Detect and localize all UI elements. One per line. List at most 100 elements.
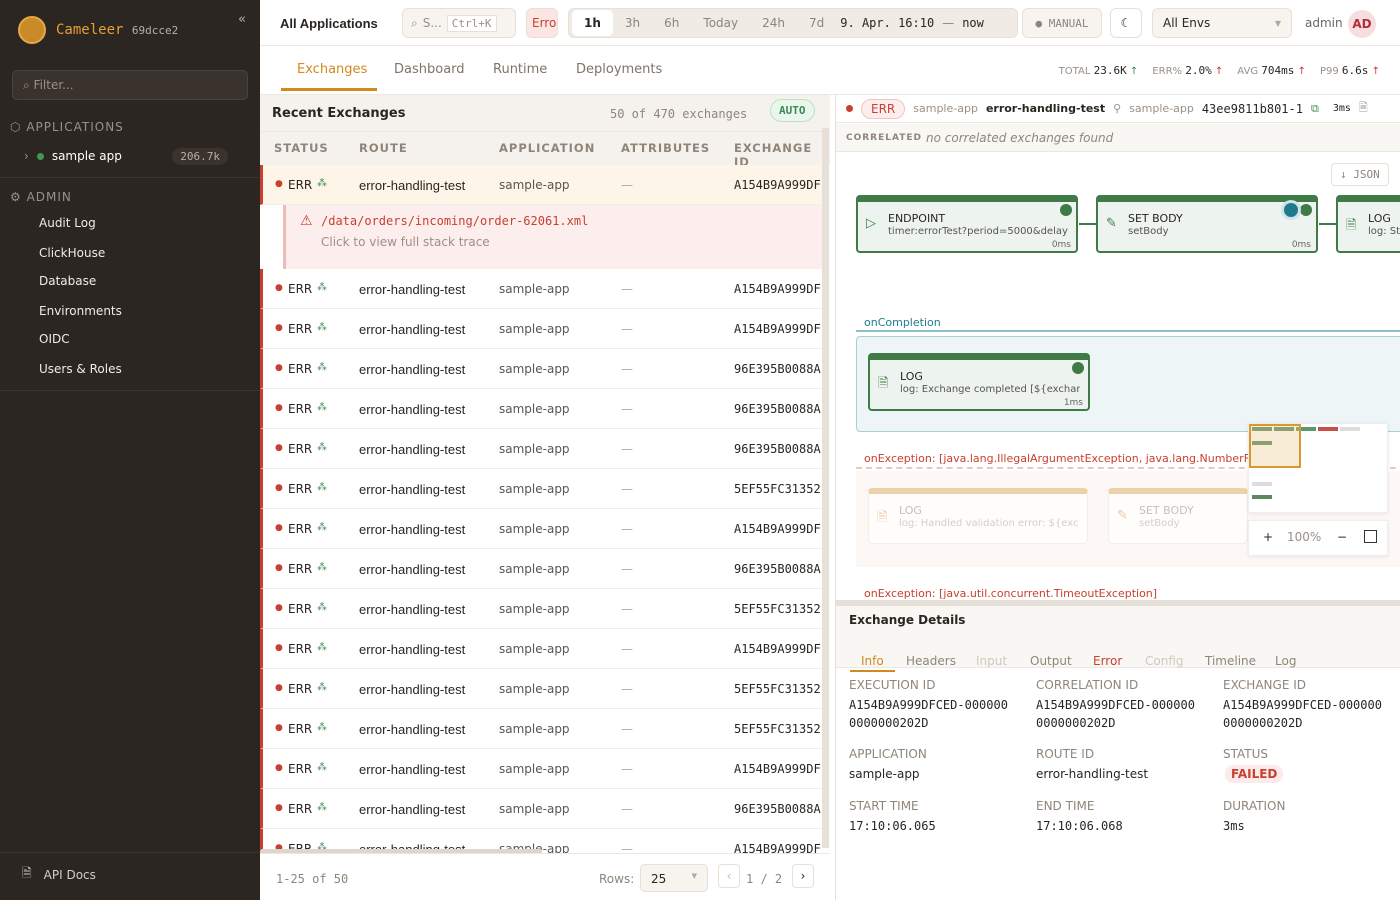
range-3h[interactable]: 3h: [624, 16, 641, 30]
environment-select[interactable]: All Envs ▼: [1152, 8, 1292, 38]
app-name[interactable]: sample-app: [913, 102, 978, 115]
table-row[interactable]: ● ERR ⁂ error-handling-test sample-app —…: [260, 389, 825, 429]
sidebar-item-oidc[interactable]: OIDC: [39, 332, 70, 346]
sidebar-item-database[interactable]: Database: [39, 274, 97, 288]
copy-icon[interactable]: ⧉: [1310, 101, 1319, 115]
row-exchange-id: A154B9A999DF: [734, 642, 821, 656]
theme-toggle-button[interactable]: ☾: [1110, 8, 1142, 38]
minimap[interactable]: [1248, 423, 1388, 513]
node-set-body[interactable]: ✎ SET BODY setBody 0ms: [1096, 195, 1318, 253]
table-row[interactable]: ● ERR ⁂ error-handling-test sample-app —…: [260, 269, 825, 309]
tab-log[interactable]: Log: [1275, 654, 1297, 668]
prev-page-button[interactable]: ‹: [718, 864, 740, 888]
horizontal-scrollbar[interactable]: [260, 849, 542, 854]
table-row[interactable]: ● ERR ⁂ error-handling-test sample-app —…: [260, 309, 825, 349]
table-row[interactable]: ● ERR ⁂ error-handling-test sample-app —…: [260, 165, 825, 205]
zoom-in-button[interactable]: +: [1263, 530, 1274, 544]
table-row[interactable]: ● ERR ⁂ error-handling-test sample-app —…: [260, 789, 825, 829]
row-exchange-id: 96E395B0088A: [734, 562, 821, 576]
col-status[interactable]: STATUS: [274, 141, 329, 155]
col-attributes[interactable]: ATTRIBUTES: [621, 141, 711, 155]
range-start[interactable]: 9. Apr. 16:10: [840, 16, 935, 30]
error-summary[interactable]: ⚠ /data/orders/incoming/order-62061.xml …: [283, 205, 828, 269]
sidebar-item-audit-log[interactable]: Audit Log: [39, 216, 96, 230]
table-row[interactable]: ● ERR ⁂ error-handling-test sample-app —…: [260, 549, 825, 589]
stack-trace-hint[interactable]: Click to view full stack trace: [321, 235, 490, 249]
col-application[interactable]: APPLICATION: [499, 141, 596, 155]
tab-exchanges[interactable]: Exchanges: [297, 62, 368, 77]
table-row[interactable]: ● ERR ⁂ error-handling-test sample-app —…: [260, 749, 825, 789]
error-dot-icon: ●: [275, 563, 283, 573]
api-docs-link[interactable]: 🗎 API Docs: [22, 864, 96, 885]
route-name[interactable]: error-handling-test: [985, 102, 1106, 115]
range-1h[interactable]: 1h: [572, 10, 613, 36]
collapse-sidebar-button[interactable]: «: [238, 12, 246, 27]
admin-section[interactable]: ⚙ ADMIN: [10, 190, 72, 204]
zoom-out-button[interactable]: −: [1337, 530, 1348, 544]
node-completion-log[interactable]: 🗎 LOG log: Exchange completed [${exchan 1ms: [868, 353, 1090, 411]
table-row[interactable]: ● ERR ⁂ error-handling-test sample-app —…: [260, 469, 825, 509]
sidebar-item-clickhouse[interactable]: ClickHouse: [39, 246, 106, 260]
download-json-button[interactable]: ↓ JSON: [1331, 163, 1389, 186]
tab-output[interactable]: Output: [1030, 654, 1072, 668]
fit-view-icon[interactable]: [1364, 530, 1377, 543]
sidebar-app-sample-app[interactable]: › sample app 206.7k: [24, 145, 228, 167]
applications-section[interactable]: ⬡ APPLICATIONS: [10, 120, 124, 134]
rows-per-page-select[interactable]: 25 ▼: [640, 864, 708, 892]
table-row[interactable]: ● ERR ⁂ error-handling-test sample-app —…: [260, 349, 825, 389]
node-endpoint[interactable]: ▷ ENDPOINT timer:errorTest?period=5000&del…: [856, 195, 1078, 253]
refresh-mode-button[interactable]: ● MANUAL: [1022, 8, 1102, 38]
avatar[interactable]: AD: [1348, 10, 1376, 38]
row-application: sample-app: [499, 722, 570, 736]
row-status: ERR: [288, 802, 313, 816]
document-icon[interactable]: 🗎: [1358, 101, 1368, 114]
row-application: sample-app: [499, 562, 570, 576]
tab-input[interactable]: Input: [976, 654, 1008, 668]
range-7d[interactable]: 7d: [809, 16, 825, 30]
search-input[interactable]: ⌕ S... Ctrl+K: [402, 8, 516, 38]
error-filter-chip[interactable]: Erro: [526, 8, 558, 38]
range-24h[interactable]: 24h: [762, 16, 785, 30]
env-value: All Envs: [1163, 16, 1211, 30]
route-graph-icon[interactable]: ⚲: [1113, 102, 1122, 115]
tab-info[interactable]: Info: [861, 654, 884, 668]
node-exception-log[interactable]: 🗎 LOG log: Handled validation error: ${exc…: [868, 488, 1088, 544]
auto-refresh-badge[interactable]: AUTO: [770, 99, 815, 122]
node-exception-set-body[interactable]: ✎ SET BODY setBody: [1108, 488, 1248, 544]
tab-headers[interactable]: Headers: [906, 654, 956, 668]
app-scope-title[interactable]: All Applications: [280, 16, 378, 31]
error-dot-icon: ●: [275, 603, 283, 613]
tab-dashboard[interactable]: Dashboard: [394, 62, 465, 77]
next-page-button[interactable]: ›: [792, 864, 814, 888]
col-route[interactable]: ROUTE: [359, 141, 408, 155]
sidebar-filter-input[interactable]: ⌕ Filter...: [12, 70, 248, 100]
table-row[interactable]: ● ERR ⁂ error-handling-test sample-app —…: [260, 629, 825, 669]
breakpoint-dot[interactable]: [1284, 203, 1298, 217]
field-label: DURATION: [1223, 799, 1286, 813]
tab-runtime[interactable]: Runtime: [493, 62, 548, 77]
table-row[interactable]: ● ERR ⁂ error-handling-test sample-app —…: [260, 429, 825, 469]
warning-icon: ⚠: [300, 213, 313, 229]
table-row[interactable]: ● ERR ⁂ error-handling-test sample-app —…: [260, 709, 825, 749]
field-value: A154B9A999DFCED-000000 0000000202D: [1223, 698, 1382, 730]
range-6h[interactable]: 6h: [664, 16, 680, 30]
panel-resize-handle[interactable]: [836, 600, 1400, 606]
minimap-viewport[interactable]: [1249, 424, 1301, 468]
route-diagram[interactable]: ↓ JSON ▷ ENDPOINT timer:errorTest?period=5…: [836, 153, 1400, 600]
tab-config[interactable]: Config: [1145, 654, 1184, 668]
range-today[interactable]: Today: [703, 16, 739, 30]
table-row[interactable]: ● ERR ⁂ error-handling-test sample-app —…: [260, 509, 825, 549]
vertical-scrollbar[interactable]: [822, 128, 829, 848]
table-row[interactable]: ● ERR ⁂ error-handling-test sample-app —…: [260, 669, 825, 709]
tab-error[interactable]: Error: [1093, 654, 1123, 668]
table-row[interactable]: ● ERR ⁂ error-handling-test sample-app —…: [260, 589, 825, 629]
sidebar-item-environments[interactable]: Environments: [39, 304, 122, 318]
logo[interactable]: Cameleer 69dcce2: [18, 16, 178, 44]
range-end[interactable]: now: [962, 16, 984, 30]
document-icon: 🗎: [22, 866, 32, 880]
tab-deployments[interactable]: Deployments: [576, 62, 663, 77]
tab-timeline[interactable]: Timeline: [1205, 654, 1257, 668]
app-name-2[interactable]: sample-app: [1129, 102, 1194, 115]
sidebar-item-users-roles[interactable]: Users & Roles: [39, 362, 122, 376]
